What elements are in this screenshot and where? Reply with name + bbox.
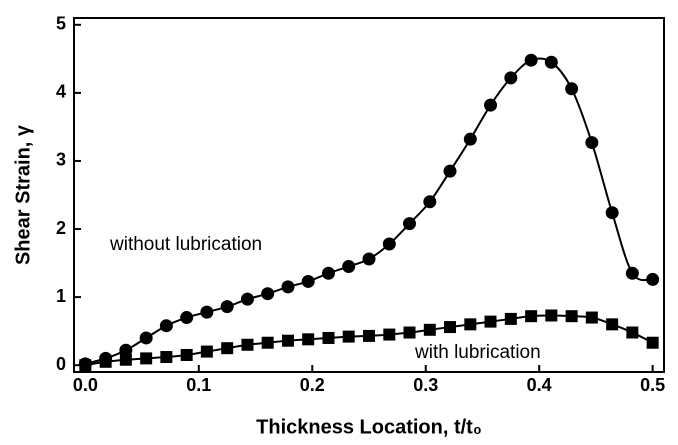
marker	[585, 311, 598, 324]
marker	[363, 329, 375, 342]
marker	[221, 342, 234, 355]
x-tick-label: 0.3	[413, 375, 438, 395]
marker	[281, 280, 295, 294]
marker	[240, 292, 254, 306]
marker	[383, 328, 396, 341]
marker	[160, 351, 173, 364]
y-axis-title: Shear Strain, γ	[12, 124, 34, 265]
marker	[484, 315, 497, 328]
marker	[464, 318, 477, 331]
marker	[220, 300, 234, 314]
marker	[605, 206, 619, 220]
marker	[99, 355, 112, 368]
marker	[261, 287, 275, 301]
marker	[362, 252, 376, 266]
y-tick-label: 4	[56, 82, 66, 102]
marker	[504, 71, 518, 85]
marker	[159, 319, 173, 333]
marker	[241, 338, 254, 351]
marker	[200, 305, 214, 319]
marker	[444, 321, 457, 334]
marker	[484, 98, 498, 112]
marker	[423, 195, 437, 209]
plot-frame	[73, 17, 665, 373]
x-axis-title: Thickness Location, t/t₀	[256, 416, 482, 438]
marker	[139, 331, 153, 345]
marker	[443, 164, 457, 178]
marker	[646, 272, 660, 286]
marker	[626, 326, 639, 339]
marker	[119, 353, 132, 366]
marker	[565, 82, 579, 96]
marker	[504, 312, 517, 325]
marker	[261, 336, 274, 349]
y-tick-label: 2	[56, 218, 66, 238]
marker	[525, 310, 538, 323]
marker	[321, 266, 335, 280]
marker	[140, 352, 153, 365]
marker	[342, 330, 355, 343]
marker	[545, 309, 558, 322]
marker	[200, 345, 213, 358]
annotation: with lubrication	[414, 342, 541, 363]
marker	[281, 334, 294, 347]
annotation: without lubrication	[109, 234, 262, 255]
marker	[423, 323, 436, 336]
marker	[382, 237, 396, 251]
marker	[79, 359, 92, 372]
marker	[606, 318, 619, 331]
marker	[625, 266, 639, 280]
x-tick-label: 0.4	[527, 375, 552, 395]
marker	[342, 259, 356, 273]
x-tick-label: 0.5	[640, 375, 665, 395]
marker	[646, 336, 659, 349]
marker	[301, 274, 315, 288]
marker	[322, 331, 335, 344]
marker	[544, 55, 558, 69]
y-tick-label: 1	[56, 286, 66, 306]
marker	[119, 343, 133, 357]
marker	[585, 136, 599, 150]
marker	[302, 333, 315, 346]
marker	[463, 132, 477, 146]
marker	[180, 348, 193, 361]
marker	[565, 310, 578, 323]
marker	[524, 53, 538, 67]
y-tick-label: 5	[56, 14, 66, 34]
y-tick-label: 0	[56, 354, 66, 374]
x-tick-label: 0.2	[300, 375, 325, 395]
x-tick-label: 0.0	[73, 375, 98, 395]
marker	[403, 217, 417, 231]
x-tick-label: 0.1	[186, 375, 211, 395]
marker	[180, 311, 194, 325]
y-tick-label: 3	[56, 150, 66, 170]
marker	[403, 326, 416, 339]
